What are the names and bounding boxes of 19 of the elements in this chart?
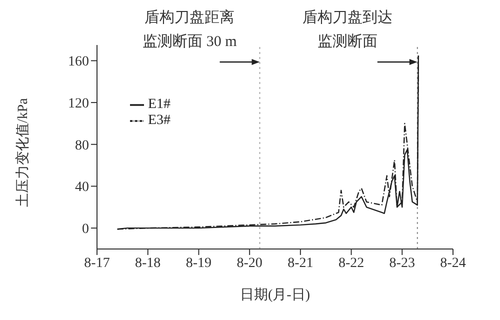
y-tick-label: 0	[82, 222, 89, 238]
x-tick-label: 8-19	[186, 256, 212, 271]
legend-label: E1#	[148, 97, 171, 112]
y-tick-label: 80	[75, 138, 89, 154]
x-tick-label: 8-20	[236, 256, 262, 271]
legend-label: E3#	[148, 113, 171, 128]
x-tick-label: 8-23	[389, 256, 415, 271]
y-tick-label: 40	[75, 180, 89, 196]
x-tick-label: 8-18	[135, 256, 161, 271]
y-tick-label: 160	[68, 54, 89, 70]
y-axis-title: 土压力变化值/kPa	[14, 97, 31, 207]
ref-line-label: 盾构刀盘距离监测断面 30 m	[142, 9, 238, 50]
x-tick-label: 8-17	[84, 256, 110, 271]
ref-line-label: 盾构刀盘到达监测断面	[302, 9, 392, 50]
x-axis-title: 日期(月-日)	[240, 287, 310, 303]
x-tick-label: 8-24	[440, 256, 466, 271]
y-tick-label: 120	[68, 96, 89, 112]
x-tick-label: 8-21	[288, 256, 314, 271]
x-tick-label: 8-22	[338, 256, 364, 271]
